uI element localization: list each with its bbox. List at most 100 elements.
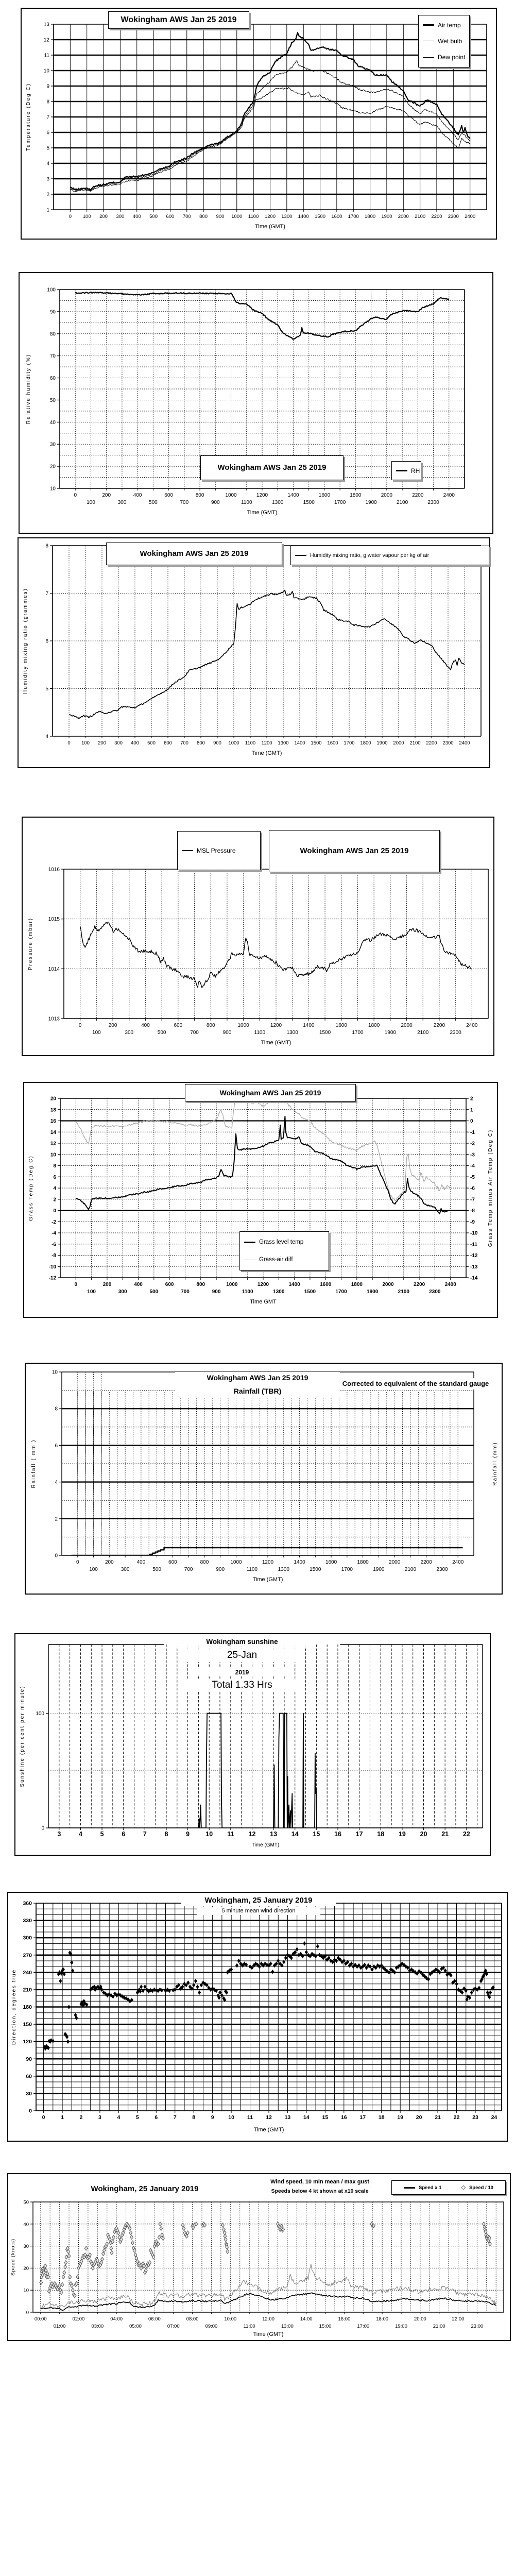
axis-label: 1200: [261, 740, 272, 746]
axis-label: 0: [79, 1023, 82, 1028]
axis-label: 50: [23, 2200, 29, 2206]
axis-label: 22: [454, 2114, 460, 2121]
chart-title: 2019: [198, 1668, 286, 1676]
axis-label: 15:00: [319, 2324, 332, 2329]
axis-label: 3: [57, 1831, 61, 1838]
axis-label: 120: [23, 2039, 32, 2045]
line-series: [40, 2264, 496, 2309]
axis-label: 900: [223, 1030, 232, 1036]
axis-label: Time (GMT): [252, 750, 282, 756]
axis-label: 19: [397, 2114, 403, 2121]
axis-label: -10: [49, 1264, 57, 1270]
axis-label: Pressure (mbar): [28, 918, 33, 970]
axis-label: Speed (knots): [10, 2239, 16, 2276]
axis-label: Relative humidity (%): [26, 354, 31, 424]
axis-label: 500: [149, 500, 158, 505]
axis-label: 10: [23, 2288, 29, 2294]
chart-title: Wokingham, 25 January 2019: [181, 1895, 336, 1906]
axis-label: 5: [46, 146, 49, 151]
axis-label: 16: [341, 2114, 347, 2121]
axis-label: 02:00: [73, 2316, 85, 2322]
axis-label: 1900: [373, 1567, 385, 1572]
axis-label: 2200: [421, 1560, 433, 1565]
axis-label: 2: [46, 192, 49, 198]
axis-label: 3: [98, 2114, 101, 2121]
chart-canvas: 0 100 200 300 400 500 600 700 800 900 1000 1100 1200…: [23, 544, 482, 756]
axis-label: 1400: [303, 1023, 315, 1028]
axis-label: 5: [136, 2114, 139, 2121]
axis-label: 270: [23, 1952, 32, 1958]
axis-label: 100: [81, 740, 90, 746]
axis-label: 14: [50, 1130, 57, 1136]
axis-label: 600: [174, 1023, 183, 1028]
legend-label: Grass level temp: [259, 1239, 304, 1245]
axis-label: -12: [49, 1276, 57, 1281]
axis-label: Time (GMT): [253, 1577, 283, 1583]
chart-title: Rainfall (TBR): [175, 1385, 340, 1397]
axis-label: 12: [249, 1831, 256, 1838]
chart-title: Wokingham AWS Jan 25 2019: [175, 1372, 340, 1383]
legend-label: Wet bulb: [438, 37, 462, 45]
axis-label: 1: [61, 2114, 64, 2121]
axis-label: 18:00: [376, 2316, 388, 2322]
axis-label: 21: [441, 1831, 449, 1838]
axis-label: 4: [79, 1831, 82, 1838]
axis-label: Humidity mixing ratio (grammes): [23, 588, 28, 694]
axis-label: 1200: [256, 493, 268, 498]
axis-label: 18: [379, 2114, 385, 2121]
axis-label: 4: [53, 1186, 56, 1192]
axis-label: 2100: [405, 1567, 417, 1572]
axis-label: 20: [416, 2114, 422, 2121]
axis-label: 300: [116, 214, 124, 219]
axis-label: 300: [23, 1935, 32, 1941]
axis-label: 100: [87, 1289, 96, 1295]
axis-label: 7: [143, 1831, 147, 1838]
axis-label: Sunshine (per cent per minute): [20, 1685, 25, 1787]
axis-label: 2200: [412, 493, 424, 498]
axis-label: 400: [141, 1023, 150, 1028]
axis-label: 70: [50, 353, 56, 359]
axis-label: 2400: [459, 740, 470, 746]
line-series: [75, 1115, 451, 1214]
axis-label: Rainfall ( mm ): [31, 1439, 37, 1488]
legend-label: MSL Pressure: [197, 847, 236, 854]
axis-label: 10: [52, 1370, 58, 1376]
axis-label: 800: [196, 1282, 205, 1287]
axis-label: 1800: [360, 740, 371, 746]
axis-label: 8: [164, 1831, 168, 1838]
axis-label: 90: [50, 309, 56, 315]
axis-label: -6: [470, 1186, 475, 1192]
axis-label: 07:00: [167, 2324, 180, 2329]
axis-label: 300: [114, 740, 123, 746]
chart-wind-speed: 00:00 01:00 02:00 03:00 04:00 05:00 06:00 07:00…: [7, 2173, 511, 2341]
axis-label: Time (GMT): [254, 2127, 284, 2133]
chart-title: 25-Jan: [185, 1649, 299, 1662]
line-series: [80, 921, 472, 988]
axis-label: 6: [154, 2114, 158, 2121]
axis-label: 1500: [319, 1030, 331, 1036]
axis-label: 1800: [350, 493, 362, 498]
axis-label: 1800: [368, 1023, 380, 1028]
axis-label: 8: [53, 1163, 56, 1169]
axis-label: 9: [186, 1831, 190, 1838]
axis-label: -12: [470, 1253, 478, 1259]
axis-label: 8: [192, 2114, 195, 2121]
axis-label: 8: [55, 1406, 58, 1412]
axis-label: 500: [158, 1030, 166, 1036]
line-swatch-icon: [423, 57, 434, 58]
axis-label: Time (GMT): [261, 1040, 291, 1046]
legend-item: MSL Pressure: [182, 847, 256, 854]
chart-title: Speeds below 4 kt shown at x10 scale: [250, 2188, 389, 2195]
axis-label: 90: [26, 2056, 32, 2062]
axis-label: 40: [23, 2222, 29, 2227]
chart-legend: Speed x 1 ◇ Speed / 10: [391, 2180, 506, 2195]
axis-label: 05:00: [129, 2324, 142, 2329]
axis-label: 1800: [357, 1560, 369, 1565]
axis-label: 2: [80, 2114, 83, 2121]
axis-label: Grass Temp minus Air Temp (Deg C): [488, 1129, 493, 1247]
axis-label: 1000: [230, 1560, 242, 1565]
axis-label: 16:00: [338, 2316, 351, 2322]
axis-label: 1600: [320, 1282, 332, 1287]
axis-label: 1100: [248, 214, 259, 219]
axis-label: 800: [196, 493, 204, 498]
